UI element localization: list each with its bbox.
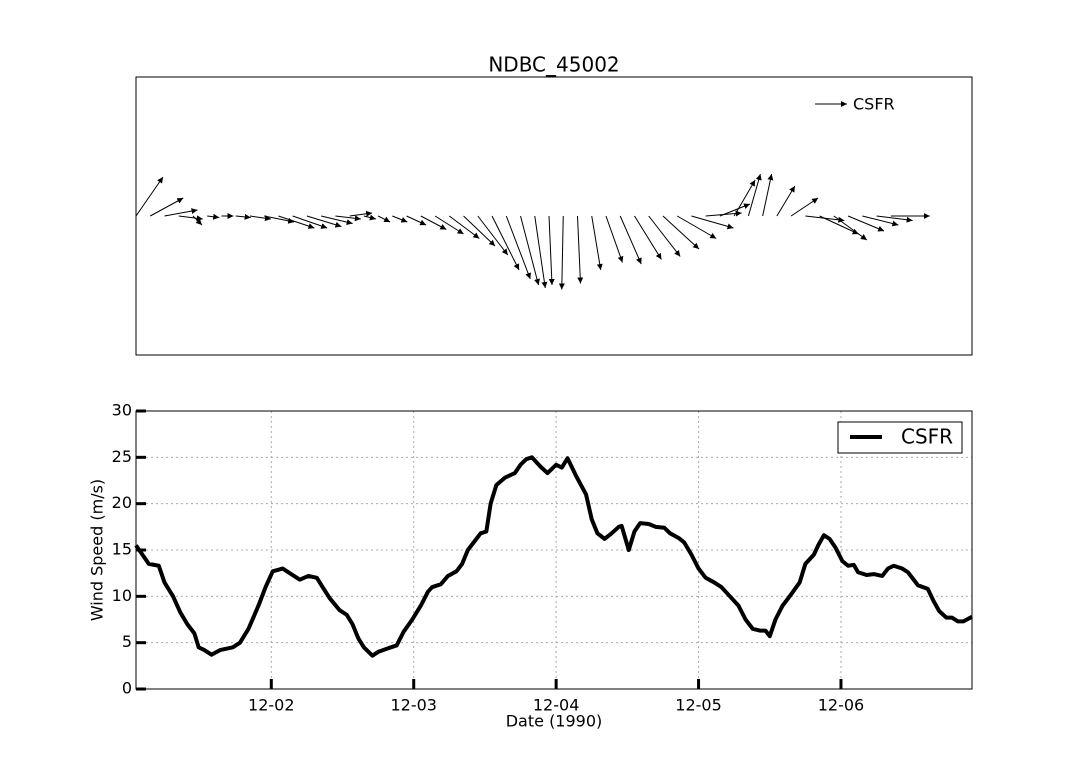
wind-arrow <box>676 215 717 239</box>
wind-arrow <box>477 215 509 256</box>
y-tick-label: 20 <box>112 493 132 512</box>
wind-arrow <box>335 215 361 222</box>
legend-label: CSFR <box>853 95 895 114</box>
wind-arrow <box>505 215 531 280</box>
y-tick-label: 25 <box>112 447 132 466</box>
wind-arrow <box>135 176 164 217</box>
wind-arrow <box>619 215 642 265</box>
wind-arrow <box>862 215 899 227</box>
wind-arrow <box>292 215 328 229</box>
legend-label: CSFR <box>901 425 953 449</box>
wind-arrow <box>520 215 540 286</box>
x-tick-label: 12-02 <box>248 696 295 715</box>
wind-arrow <box>548 215 555 286</box>
wind-arrow <box>278 215 315 229</box>
y-tick-label: 15 <box>112 540 132 559</box>
wind-arrow <box>306 215 342 228</box>
wind-arrow <box>790 197 819 217</box>
wind-arrow <box>164 208 198 217</box>
x-tick-label: 12-03 <box>390 696 437 715</box>
wind-arrow <box>719 203 751 217</box>
wind-arrow <box>363 214 376 221</box>
plot-frame <box>135 410 973 690</box>
wind-arrow <box>876 215 913 223</box>
wind-arrow <box>833 215 868 241</box>
wind-arrow <box>591 215 603 271</box>
wind-arrow <box>264 215 295 224</box>
wind-arrow <box>192 215 203 226</box>
wind-arrow <box>605 215 624 263</box>
wind-arrow <box>491 215 520 271</box>
wind-arrow <box>463 215 496 247</box>
wind-arrow <box>691 215 734 230</box>
y-tick-label: 0 <box>122 679 132 698</box>
wind-arrow <box>776 185 796 217</box>
wind-arrow <box>377 215 391 223</box>
wind-arrow <box>847 215 885 232</box>
wind-arrow <box>449 215 480 239</box>
x-axis-label: Date (1990) <box>506 712 603 731</box>
wind-arrow <box>420 215 447 230</box>
data-line <box>134 455 973 658</box>
wind-arrow <box>576 215 584 284</box>
wind-arrow <box>249 215 272 222</box>
wind-arrow <box>762 173 774 217</box>
wind-arrow <box>648 215 681 257</box>
wind-arrow <box>534 215 548 289</box>
wind-arrow <box>178 215 203 222</box>
chart-title: NDBC_45002 <box>488 53 619 77</box>
y-tick-label: 30 <box>112 401 132 420</box>
wind-arrow <box>747 173 762 217</box>
x-tick-label: 12-04 <box>533 696 580 715</box>
wind-arrow <box>392 215 408 223</box>
y-axis-label: Wind Speed (m/s) <box>88 479 107 621</box>
wind-arrow <box>321 215 353 226</box>
quiver-frame <box>135 76 973 356</box>
wind-arrow <box>150 197 184 217</box>
x-tick-label: 12-06 <box>818 696 865 715</box>
wind-arrow <box>406 215 427 226</box>
wind-arrow <box>558 215 565 290</box>
wind-arrow <box>235 213 251 220</box>
wind-arrow <box>634 215 662 260</box>
wind-arrow <box>662 215 700 250</box>
wind-arrow <box>349 210 373 217</box>
y-tick-label: 10 <box>112 586 132 605</box>
wind-arrow <box>434 215 464 235</box>
wind-arrow <box>733 179 756 217</box>
y-tick-label: 5 <box>122 632 132 651</box>
wind-arrow <box>207 213 220 220</box>
wind-arrow <box>819 215 859 235</box>
x-tick-label: 12-05 <box>675 696 722 715</box>
